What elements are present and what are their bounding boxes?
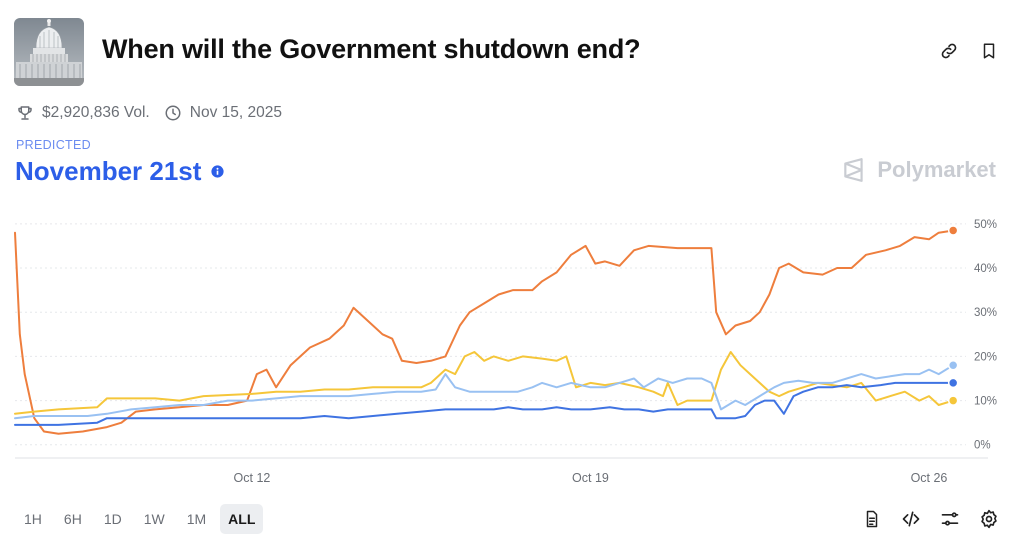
copy-link-button[interactable] — [938, 40, 960, 62]
x-tick-label: Oct 19 — [572, 471, 609, 485]
chart-endpoints — [947, 225, 959, 406]
y-tick-label: 50% — [974, 219, 997, 231]
series-endpoint-yellow — [947, 395, 959, 406]
range-1h-button[interactable]: 1H — [24, 511, 42, 527]
market-title: When will the Government shutdown end? — [102, 34, 641, 64]
range-6h-button[interactable]: 6H — [63, 511, 82, 527]
predicted-label: PREDICTED — [16, 138, 91, 152]
series-line-blue — [14, 381, 955, 426]
link-icon — [941, 43, 957, 59]
chart-settings-button[interactable] — [978, 508, 1000, 530]
chart-grid — [15, 223, 966, 446]
series-line-orange — [14, 229, 955, 435]
bookmark-button[interactable] — [978, 40, 1000, 62]
time-range-selector: 1H 6H 1D 1W 1M ALL — [16, 504, 264, 534]
series-line-light-blue — [14, 364, 955, 420]
predicted-outcome: November 21st — [15, 156, 225, 187]
series-endpoint-orange — [947, 225, 959, 236]
brand-watermark: Polymarket — [841, 157, 996, 183]
embed-button[interactable] — [900, 508, 922, 530]
predicted-outcome-text: November 21st — [15, 156, 202, 186]
info-icon[interactable] — [211, 165, 225, 178]
y-tick-label: 0% — [974, 440, 991, 452]
range-all-button[interactable]: ALL — [220, 504, 264, 534]
brand-name: Polymarket — [877, 157, 996, 182]
volume-text: $2,920,836 Vol. — [42, 104, 150, 121]
clock-icon — [165, 105, 181, 121]
x-tick-label: Oct 26 — [911, 471, 948, 485]
y-tick-label: 40% — [974, 263, 997, 275]
capitol-building-icon — [14, 18, 84, 86]
polymarket-logo-icon — [844, 158, 864, 182]
range-1d-button[interactable]: 1D — [103, 511, 122, 527]
bookmark-icon — [983, 43, 995, 59]
market-thumbnail — [14, 18, 84, 86]
y-tick-label: 10% — [974, 396, 997, 408]
sliders-icon — [941, 512, 959, 526]
gear-icon — [981, 509, 997, 529]
y-tick-label: 30% — [974, 307, 997, 319]
market-meta: $2,920,836 Vol. Nov 15, 2025 — [16, 104, 296, 122]
range-1w-button[interactable]: 1W — [143, 511, 165, 527]
chart-series — [14, 229, 955, 435]
series-endpoint-light-blue — [947, 359, 959, 371]
chart-axes: 0% 10% 20% 30% 40% 50% Oct 12 Oct 19 Oct 26 — [15, 219, 997, 485]
rules-document-button[interactable] — [861, 508, 883, 530]
series-endpoint-blue — [947, 377, 959, 389]
document-icon — [866, 510, 878, 528]
code-icon — [902, 511, 920, 527]
y-tick-label: 20% — [974, 351, 997, 363]
chart-filters-button[interactable] — [939, 508, 961, 530]
trophy-icon — [18, 106, 32, 120]
x-tick-label: Oct 12 — [234, 471, 271, 485]
range-1m-button[interactable]: 1M — [186, 511, 207, 527]
end-date-text: Nov 15, 2025 — [189, 104, 282, 121]
price-chart: 0% 10% 20% 30% 40% 50% Oct 12 Oct 19 Oct 26 — [14, 219, 997, 485]
